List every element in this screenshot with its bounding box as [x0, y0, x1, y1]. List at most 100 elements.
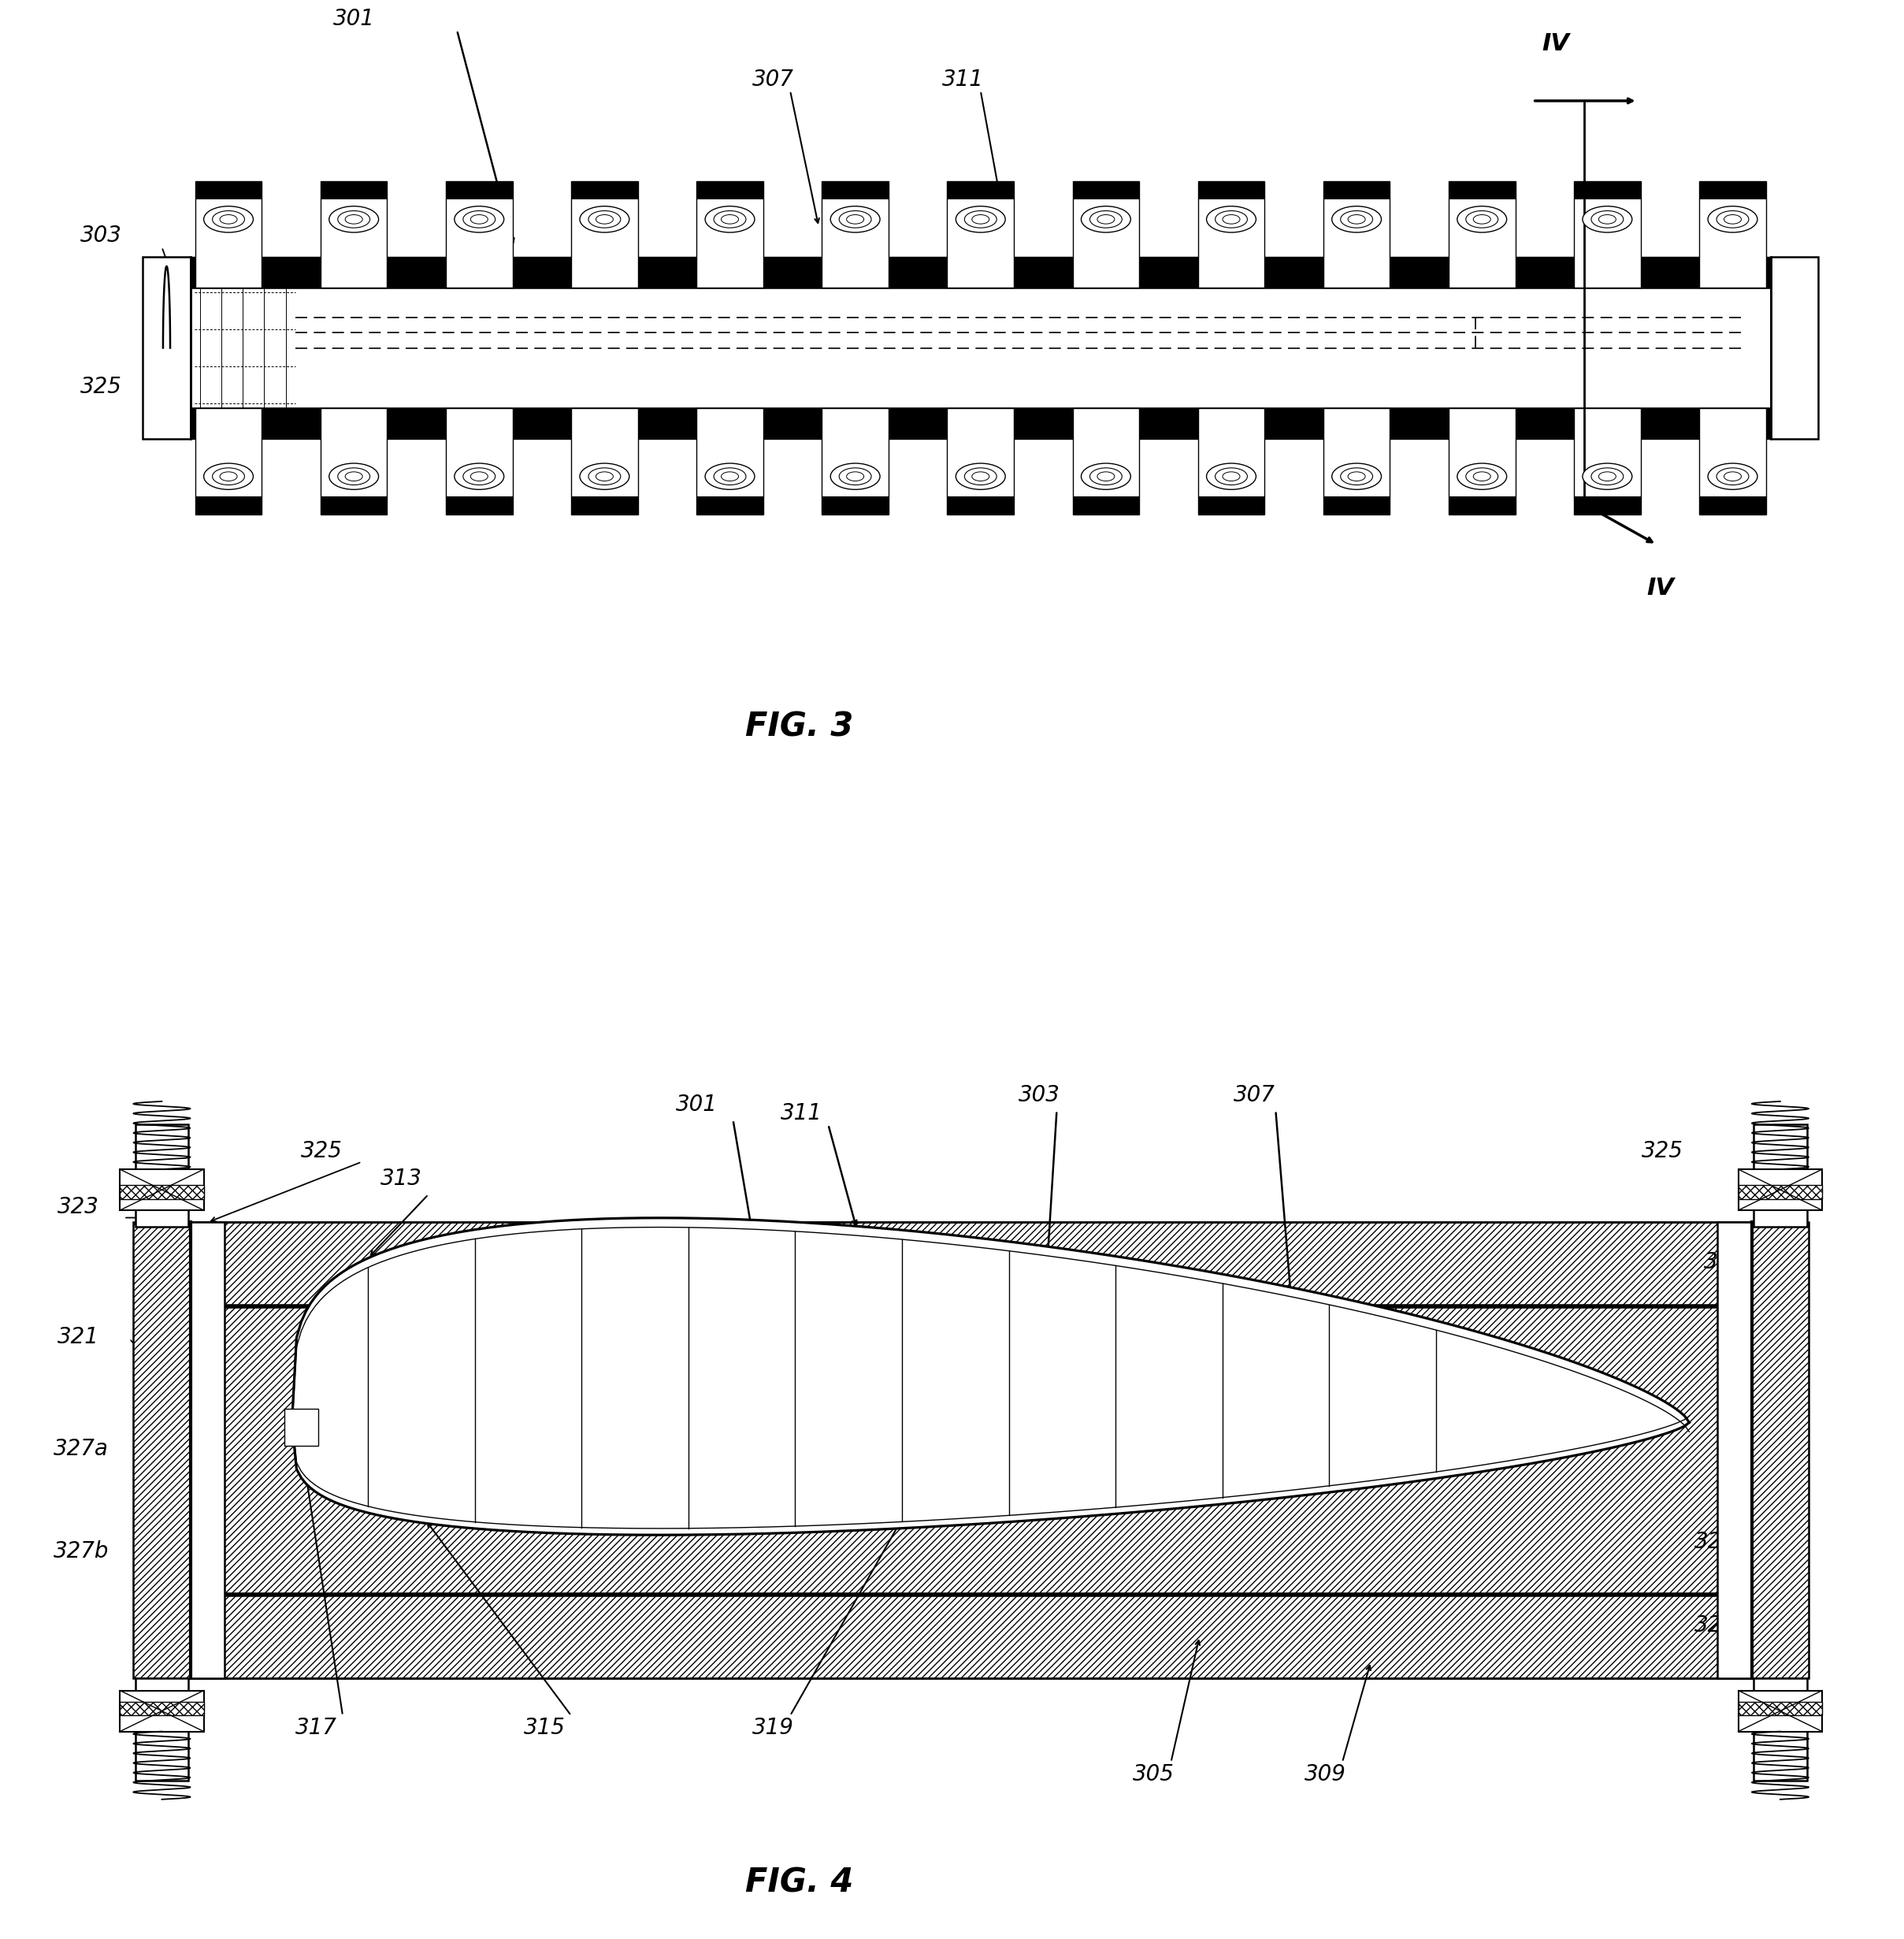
Text: 305: 305: [1133, 1763, 1175, 1786]
Bar: [697, 409, 764, 514]
Text: 325: 325: [80, 376, 122, 397]
Bar: [946, 182, 1013, 287]
Bar: [190, 1307, 1752, 1594]
Bar: [190, 1594, 1752, 1679]
Circle shape: [956, 463, 1005, 489]
Bar: [320, 182, 387, 287]
Bar: [190, 1222, 1752, 1307]
Bar: [1575, 409, 1641, 514]
Bar: [571, 182, 638, 287]
Text: FIG. 4: FIG. 4: [746, 1867, 853, 1900]
Circle shape: [704, 206, 754, 233]
Text: 317: 317: [295, 1716, 337, 1739]
Text: 307: 307: [1234, 1084, 1276, 1105]
Text: 325: 325: [301, 1140, 343, 1161]
Bar: [1754, 1679, 1807, 1780]
Bar: [823, 496, 889, 514]
Circle shape: [956, 206, 1005, 233]
Bar: [1738, 1691, 1822, 1732]
Circle shape: [1081, 463, 1131, 489]
Bar: [1072, 182, 1139, 287]
Circle shape: [455, 206, 505, 233]
Circle shape: [830, 463, 880, 489]
Circle shape: [1207, 206, 1257, 233]
Circle shape: [579, 206, 628, 233]
Bar: [1575, 182, 1641, 287]
Bar: [571, 409, 638, 514]
Circle shape: [329, 206, 379, 233]
Text: 323: 323: [57, 1196, 99, 1218]
Bar: [194, 496, 263, 514]
Text: 327b: 327b: [53, 1540, 109, 1563]
Bar: [284, 1408, 318, 1446]
Text: 315: 315: [524, 1716, 565, 1739]
Bar: [1198, 182, 1264, 287]
Text: 313: 313: [381, 1167, 423, 1191]
Circle shape: [830, 206, 880, 233]
Bar: [143, 258, 190, 438]
Text: 319: 319: [752, 1716, 794, 1739]
Bar: [1198, 496, 1264, 514]
Bar: [946, 496, 1013, 514]
Bar: [120, 1169, 204, 1210]
Bar: [446, 182, 512, 287]
Bar: [190, 1222, 225, 1679]
Bar: [1752, 1222, 1809, 1679]
Text: FIG. 3: FIG. 3: [746, 710, 853, 743]
Circle shape: [204, 206, 253, 233]
Circle shape: [1582, 206, 1632, 233]
Bar: [190, 409, 1771, 438]
Bar: [571, 496, 638, 514]
Bar: [133, 1222, 190, 1679]
Bar: [1738, 1185, 1822, 1198]
Bar: [1738, 1169, 1822, 1210]
Bar: [190, 258, 1771, 287]
Bar: [1449, 409, 1516, 514]
Bar: [446, 496, 512, 514]
Bar: [320, 182, 387, 287]
Text: 303: 303: [1019, 1084, 1061, 1105]
Bar: [1717, 1222, 1752, 1679]
Bar: [823, 182, 889, 287]
Text: IV: IV: [1647, 576, 1674, 599]
Circle shape: [1331, 463, 1380, 489]
Bar: [194, 182, 263, 200]
Bar: [1072, 409, 1139, 514]
Bar: [1698, 182, 1767, 287]
Circle shape: [1457, 206, 1506, 233]
Circle shape: [1081, 206, 1131, 233]
Bar: [446, 182, 512, 287]
Bar: [190, 1307, 1752, 1594]
Bar: [135, 1679, 188, 1780]
Bar: [135, 1125, 188, 1227]
Bar: [697, 182, 764, 287]
Text: 301: 301: [333, 8, 375, 29]
Bar: [697, 496, 764, 514]
Bar: [1323, 409, 1390, 514]
Bar: [1575, 182, 1641, 287]
Bar: [946, 182, 1013, 287]
Circle shape: [579, 463, 628, 489]
Circle shape: [329, 463, 379, 489]
Bar: [120, 1691, 204, 1732]
Text: 311: 311: [942, 68, 984, 91]
Bar: [194, 182, 263, 287]
Bar: [1072, 496, 1139, 514]
Bar: [194, 409, 263, 514]
Circle shape: [1708, 206, 1757, 233]
Bar: [446, 409, 512, 514]
Bar: [1198, 182, 1264, 287]
Bar: [946, 182, 1013, 200]
Text: 303: 303: [80, 225, 122, 246]
Bar: [823, 182, 889, 200]
Text: 307: 307: [752, 68, 794, 91]
Bar: [1698, 409, 1767, 514]
Circle shape: [1457, 463, 1506, 489]
Bar: [1198, 182, 1264, 200]
Bar: [571, 182, 638, 287]
Bar: [697, 182, 764, 200]
Bar: [1072, 182, 1139, 287]
Bar: [823, 182, 889, 287]
Bar: [1323, 182, 1390, 287]
Bar: [1698, 182, 1767, 200]
